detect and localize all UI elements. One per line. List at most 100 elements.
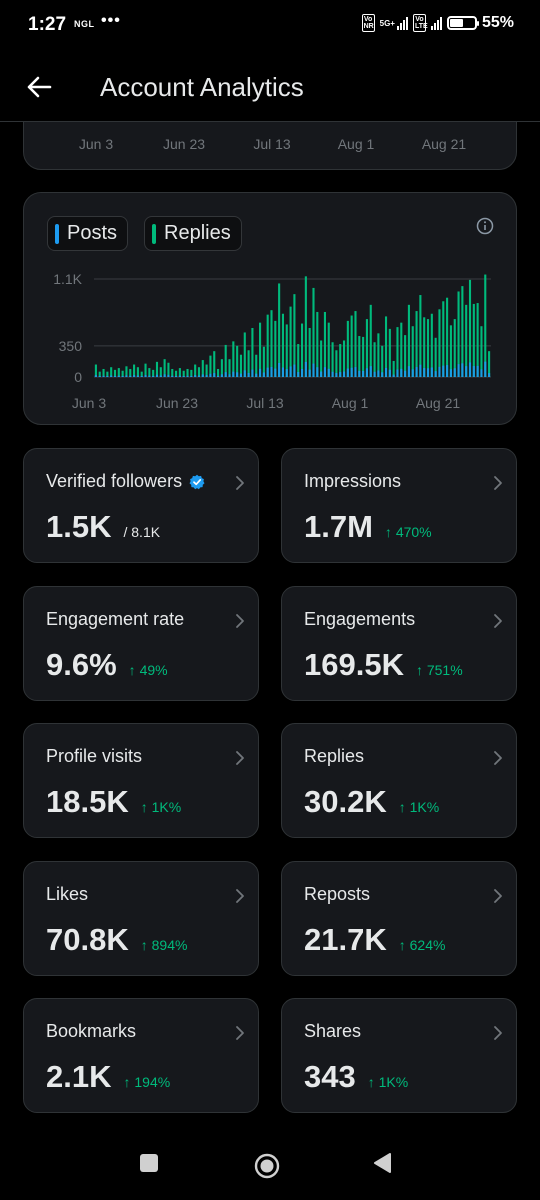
stat-card[interactable]: Verified followers 1.5K / 8.1K bbox=[23, 448, 259, 563]
bar-posts bbox=[472, 366, 475, 377]
stat-card[interactable]: Reposts 21.7K ↑ 624% bbox=[281, 860, 517, 976]
x-tick-label: Aug 21 bbox=[416, 395, 461, 411]
bar-posts bbox=[155, 374, 159, 377]
bar-posts bbox=[129, 375, 132, 377]
bar-replies bbox=[152, 369, 155, 377]
bar-replies bbox=[159, 367, 162, 377]
bar-posts bbox=[369, 366, 372, 377]
stat-card[interactable]: Bookmarks 2.1K ↑ 194% bbox=[23, 998, 259, 1113]
stat-card[interactable]: Likes 70.8K ↑ 894% bbox=[23, 860, 259, 976]
up-arrow-icon: ↑ bbox=[140, 936, 148, 953]
bar-posts bbox=[316, 367, 319, 377]
x-tick-label: Jun 23 bbox=[156, 395, 198, 411]
stat-card[interactable]: Engagements 169.5K ↑ 751% bbox=[281, 585, 517, 701]
bar-posts bbox=[117, 375, 120, 377]
stat-change-value: 470% bbox=[395, 524, 432, 540]
back-button[interactable] bbox=[24, 72, 54, 102]
stat-change-value: 1K% bbox=[151, 799, 182, 815]
bar-posts bbox=[251, 369, 254, 377]
bar-posts bbox=[281, 367, 285, 377]
bar-replies bbox=[411, 326, 414, 377]
stat-change: ↑ 470% bbox=[385, 524, 432, 540]
bar-posts bbox=[415, 367, 418, 377]
stat-card[interactable]: Shares 343 ↑ 1K% bbox=[281, 998, 517, 1113]
stat-change-value: 194% bbox=[134, 1074, 171, 1090]
bar-replies bbox=[102, 368, 105, 377]
bar-posts bbox=[304, 361, 307, 377]
bar-replies bbox=[110, 367, 113, 377]
bar-posts bbox=[220, 374, 223, 377]
info-icon[interactable] bbox=[476, 217, 494, 235]
bar-replies bbox=[423, 317, 426, 377]
legend-replies-toggle[interactable]: Replies bbox=[144, 216, 242, 251]
bar-replies bbox=[129, 368, 132, 377]
bar-replies bbox=[426, 319, 430, 377]
bar-replies bbox=[197, 367, 201, 377]
nav-recents-button[interactable] bbox=[138, 1152, 160, 1174]
bar-replies bbox=[262, 346, 265, 377]
stat-label: Engagement rate bbox=[46, 609, 184, 630]
circle-icon bbox=[254, 1153, 280, 1179]
stat-value-row: 1.7M ↑ 470% bbox=[304, 509, 432, 545]
bar-posts bbox=[423, 368, 426, 377]
bar-posts bbox=[94, 375, 97, 377]
bar-replies bbox=[320, 340, 323, 377]
stat-label-text: Bookmarks bbox=[46, 1021, 137, 1041]
bar-replies bbox=[342, 340, 346, 377]
bar-posts bbox=[381, 372, 384, 377]
bar-posts bbox=[396, 369, 399, 377]
bar-posts bbox=[354, 367, 357, 377]
bar-replies bbox=[182, 370, 185, 377]
bar-posts bbox=[285, 369, 288, 377]
bar-posts bbox=[342, 371, 346, 377]
bar-replies bbox=[392, 360, 395, 377]
stat-label-text: Reposts bbox=[304, 883, 371, 904]
stat-value: 18.5K bbox=[46, 784, 129, 819]
page-title: Account Analytics bbox=[100, 72, 304, 102]
bar-replies bbox=[259, 322, 262, 377]
stat-value-row: 30.2K ↑ 1K% bbox=[304, 784, 439, 820]
bar-posts bbox=[133, 375, 136, 377]
bar-posts bbox=[323, 367, 326, 377]
bar-posts bbox=[140, 376, 143, 377]
stat-card[interactable]: Replies 30.2K ↑ 1K% bbox=[281, 723, 517, 838]
bar-posts bbox=[480, 369, 483, 377]
chevron-right-icon bbox=[236, 476, 244, 490]
battery-level bbox=[449, 19, 464, 27]
stat-label: Shares bbox=[304, 1021, 361, 1042]
y-tick-label: 0 bbox=[74, 369, 82, 385]
chevron-right-icon bbox=[494, 613, 502, 628]
bar-replies bbox=[289, 306, 292, 377]
bar-replies bbox=[323, 311, 326, 377]
status-right-cluster: Vo NR 5G+ Vo LTE 55% bbox=[361, 14, 514, 32]
status-carrier-label: NGL bbox=[74, 19, 95, 29]
stat-change-value: 1K% bbox=[409, 799, 440, 815]
bar-posts bbox=[236, 372, 239, 377]
bar-replies bbox=[205, 364, 208, 377]
bar-replies bbox=[297, 344, 300, 377]
bar-posts bbox=[98, 376, 101, 377]
nav-back-button[interactable] bbox=[372, 1152, 394, 1174]
bar-posts bbox=[175, 376, 178, 377]
bar-posts bbox=[167, 374, 170, 377]
legend-swatch-replies bbox=[152, 223, 156, 244]
stat-card[interactable]: Impressions 1.7M ↑ 470% bbox=[281, 448, 517, 563]
bar-posts bbox=[125, 375, 128, 377]
bar-replies bbox=[419, 295, 422, 377]
legend-posts-toggle[interactable]: Posts bbox=[47, 216, 129, 251]
bar-replies bbox=[316, 311, 319, 377]
y-tick-label: 1.1K bbox=[53, 271, 82, 287]
stat-value: 9.6% bbox=[46, 646, 117, 682]
bar-posts bbox=[308, 369, 311, 377]
bar-replies bbox=[365, 319, 368, 377]
stat-card[interactable]: Engagement rate 9.6% ↑ 49% bbox=[23, 585, 259, 701]
nav-home-button[interactable] bbox=[253, 1152, 281, 1180]
stat-value-row: 18.5K ↑ 1K% bbox=[46, 784, 181, 820]
bar-posts bbox=[152, 375, 155, 377]
bar-posts bbox=[217, 375, 220, 377]
stat-value-row: 21.7K ↑ 624% bbox=[304, 922, 445, 958]
bar-posts bbox=[194, 375, 197, 377]
stat-value: 169.5K bbox=[304, 646, 404, 682]
stat-value: 343 bbox=[304, 1059, 356, 1094]
stat-card[interactable]: Profile visits 18.5K ↑ 1K% bbox=[23, 723, 259, 838]
